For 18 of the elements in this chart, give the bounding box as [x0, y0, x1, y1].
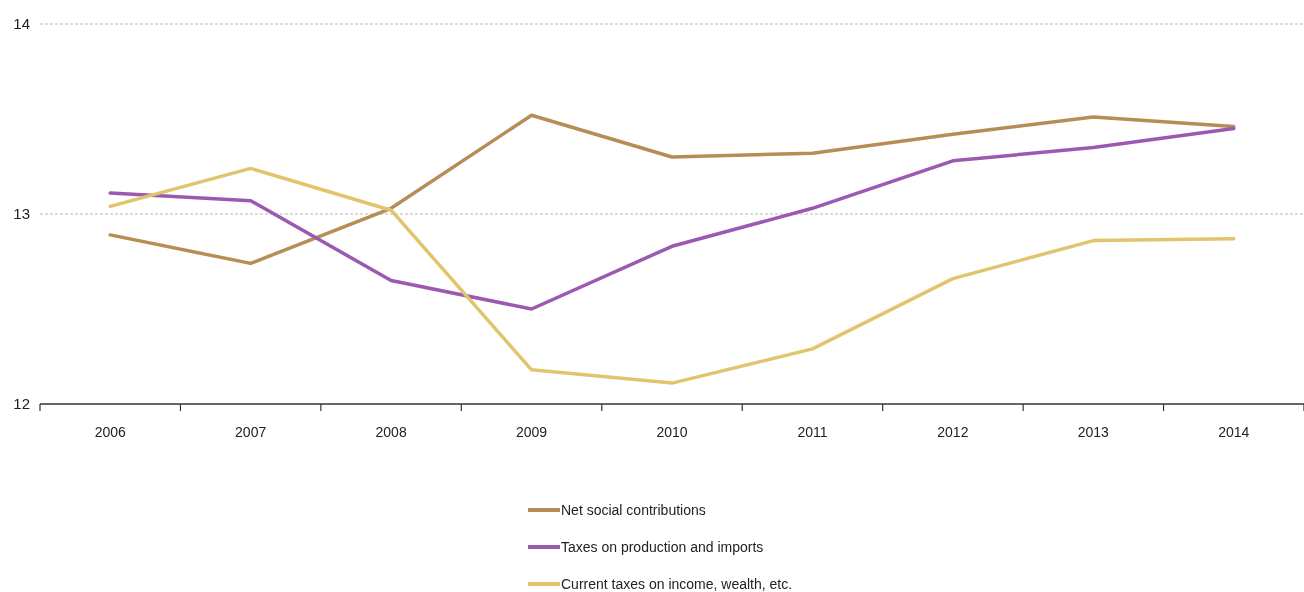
- line-series: [108, 166, 1236, 385]
- x-tick-label: 2009: [515, 424, 548, 440]
- x-tick-label: 2011: [797, 424, 828, 440]
- x-tick-label: 2007: [235, 424, 267, 440]
- y-tick-label: 12: [13, 395, 30, 413]
- legend-label: Current taxes on income, wealth, etc.: [561, 575, 793, 592]
- x-tick-label: 2006: [94, 424, 126, 440]
- x-tick-label: 2010: [656, 424, 688, 440]
- legend-label: Taxes on production and imports: [561, 538, 764, 555]
- line-series: [108, 113, 1236, 266]
- y-tick-label: 14: [13, 15, 30, 33]
- x-tick-label: 2012: [937, 424, 969, 440]
- legend-label: Net social contributions: [561, 501, 706, 518]
- y-tick-label: 13: [13, 205, 30, 223]
- x-tick-label: 2013: [1077, 424, 1110, 440]
- x-tick-label: 2014: [1218, 424, 1250, 440]
- x-tick-label: 2008: [375, 424, 407, 440]
- line-series: [108, 126, 1236, 311]
